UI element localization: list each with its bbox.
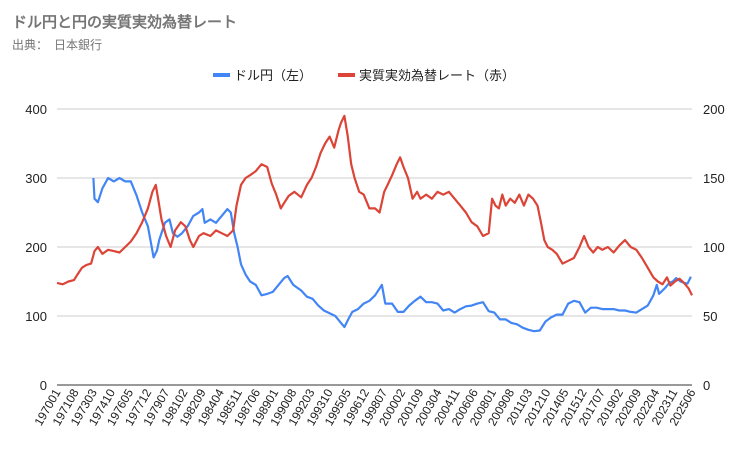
right-tick-label: 50 — [703, 309, 717, 324]
right-tick-label: 0 — [703, 378, 710, 393]
legend: ドル円（左） 実質実効為替レート（赤） — [213, 68, 515, 84]
left-tick-label: 200 — [25, 240, 47, 255]
left-tick-label: 0 — [40, 378, 47, 393]
series-line-reer — [56, 114, 693, 296]
right-tick-label: 150 — [703, 171, 725, 186]
left-tick-label: 100 — [25, 309, 47, 324]
right-tick-label: 200 — [703, 102, 725, 117]
left-tick-label: 400 — [25, 102, 47, 117]
legend-label-reer: 実質実効為替レート（赤） — [359, 68, 515, 84]
chart-subtitle: 出典： 日本銀行 — [12, 38, 103, 52]
grid-layer — [57, 108, 692, 317]
legend-label-usdjpy: ドル円（左） — [234, 69, 312, 84]
chart-title: ドル円と円の実質実効為替レート — [12, 13, 238, 31]
right-tick-label: 100 — [703, 240, 725, 255]
left-tick-label: 300 — [25, 171, 47, 186]
series-line-usdjpy — [92, 176, 692, 333]
series-layer — [56, 114, 693, 333]
